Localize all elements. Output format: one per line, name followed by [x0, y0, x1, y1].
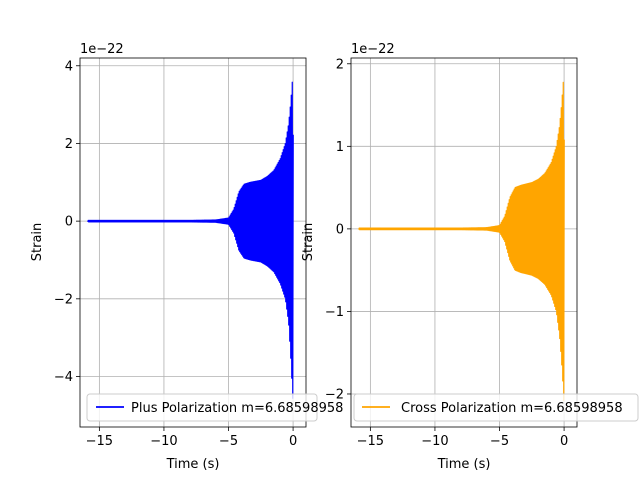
- x-axis-label: Time (s): [166, 457, 220, 472]
- x-tick-label: 0: [289, 434, 297, 449]
- x-tick-label: −15: [86, 434, 113, 449]
- plus-polarization-waveform: [87, 81, 294, 399]
- x-tick-label: −5: [490, 434, 509, 449]
- x-axis-label: Time (s): [437, 457, 491, 472]
- axes-frame: [350, 57, 578, 428]
- x-tick-label: −15: [357, 434, 384, 449]
- legend: Plus Polarization m=6.68598958: [86, 393, 343, 422]
- y-ticks: −4 −2 0 2 4: [54, 59, 80, 385]
- axes-frame: [79, 57, 307, 428]
- y-tick-label: −2: [325, 387, 344, 402]
- cross-polarization-waveform: [358, 81, 565, 402]
- y-tick-label: 4: [65, 59, 73, 74]
- y-tick-label: 2: [336, 57, 344, 72]
- y-axis-label: Strain: [30, 223, 45, 262]
- y-tick-label: 0: [65, 215, 73, 230]
- offset-text: 1e−22: [80, 42, 124, 57]
- y-tick-label: 2: [65, 137, 73, 152]
- legend-box: [86, 393, 318, 422]
- legend-label: Cross Polarization m=6.68598958: [401, 401, 623, 416]
- x-tick-label: −10: [150, 434, 177, 449]
- x-tick-label: 0: [560, 434, 568, 449]
- x-tick-label: −5: [219, 434, 238, 449]
- offset-text: 1e−22: [351, 42, 395, 57]
- legend-box: [353, 393, 639, 422]
- x-ticks: −15 −10 −5 0: [357, 427, 568, 449]
- y-ticks: −2 −1 0 1 2: [325, 57, 351, 402]
- x-ticks: −15 −10 −5 0: [86, 427, 297, 449]
- y-tick-label: 1: [336, 140, 344, 155]
- y-tick-label: −4: [54, 370, 73, 385]
- y-tick-label: 0: [336, 222, 344, 237]
- x-tick-label: −10: [421, 434, 448, 449]
- y-tick-label: −2: [54, 292, 73, 307]
- y-tick-label: −1: [325, 305, 344, 320]
- legend-label: Plus Polarization m=6.68598958: [131, 401, 343, 416]
- y-axis-label: Strain: [301, 223, 316, 262]
- legend: Cross Polarization m=6.68598958: [353, 393, 639, 422]
